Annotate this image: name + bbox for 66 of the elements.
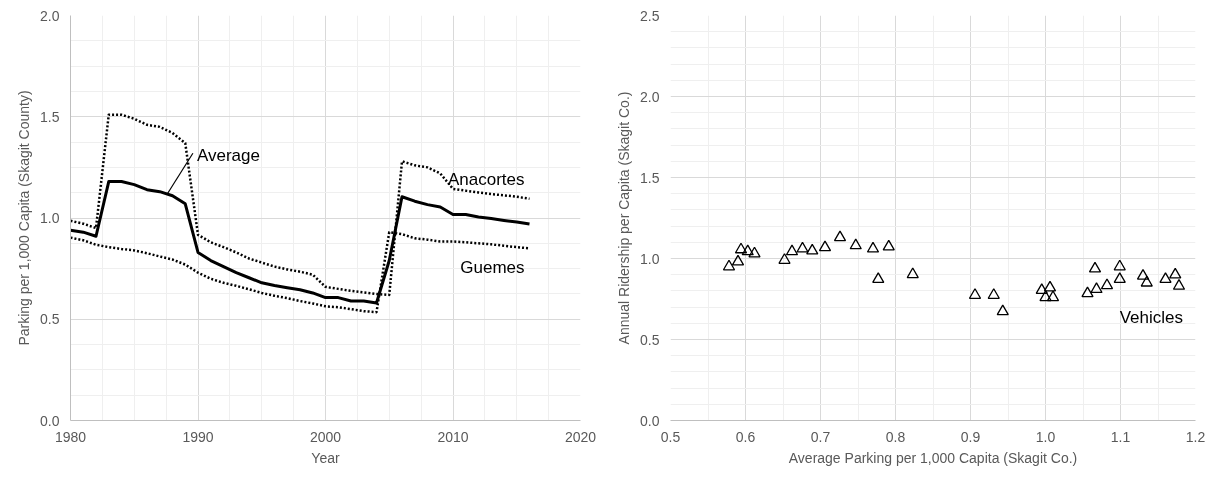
- x-tick-label: 1.2: [1185, 428, 1206, 445]
- point: [1113, 259, 1126, 271]
- series-label: Guemes: [460, 258, 525, 278]
- point: [906, 267, 919, 279]
- point: [1043, 280, 1057, 292]
- point: [1113, 272, 1126, 284]
- x-tick-label: 1.0: [1035, 428, 1056, 445]
- point: [1046, 290, 1060, 302]
- point: [882, 239, 895, 251]
- y-tick-label: 1.0: [40, 210, 60, 226]
- y-tick-label: 0.5: [640, 331, 660, 348]
- x-tick-label: 1990: [182, 428, 214, 445]
- y-tick-label: 1.5: [40, 108, 60, 125]
- x-tick-label: 2020: [564, 428, 597, 445]
- point: [1136, 269, 1150, 280]
- point: [872, 272, 885, 284]
- x-tick-label: 2010: [437, 428, 469, 445]
- point: [1159, 272, 1172, 284]
- point: [734, 242, 748, 254]
- x-tick-label: 0.6: [735, 428, 756, 445]
- annotation: Average: [196, 145, 260, 165]
- series-label: Anacortes: [447, 169, 525, 189]
- point: [741, 244, 754, 256]
- x-tick-label: 1.1: [1110, 428, 1131, 445]
- point: [1100, 278, 1114, 290]
- point: [796, 241, 809, 253]
- point: [996, 304, 1009, 316]
- point: [806, 243, 819, 255]
- x-tick-label: 0.7: [810, 428, 831, 445]
- y-tick-label: 2.0: [640, 88, 660, 105]
- point: [968, 288, 982, 299]
- y-tick-label: 0.5: [40, 311, 60, 328]
- y-axis-title: Annual Ridership per Capita (Skagit Co.): [616, 91, 633, 345]
- point: [1090, 282, 1103, 294]
- point: [1035, 283, 1048, 295]
- point: [818, 240, 832, 252]
- series-label: Vehicles: [1119, 308, 1184, 328]
- x-axis-title: Year: [311, 449, 340, 466]
- y-tick-label: 0.0: [640, 412, 660, 429]
- point: [722, 259, 736, 271]
- point: [1088, 261, 1102, 273]
- point: [785, 244, 799, 256]
- point: [748, 246, 761, 258]
- x-axis-title: Average Parking per 1,000 Capita (Skagit Co.): [788, 449, 1078, 466]
- x-tick-label: 0.5: [660, 428, 681, 445]
- y-tick-label: 2.5: [640, 7, 660, 24]
- point: [1140, 275, 1153, 287]
- y-tick-label: 2.0: [40, 7, 60, 24]
- point: [866, 241, 880, 253]
- point: [1081, 286, 1094, 298]
- point: [849, 238, 862, 250]
- y-tick-label: 1.0: [640, 250, 660, 267]
- y-axis-title: Parking per 1,000 Capita (Skagit County): [16, 90, 33, 346]
- x-tick-label: 0.8: [885, 428, 906, 445]
- point: [778, 253, 791, 264]
- y-tick-label: 0.0: [40, 412, 60, 429]
- point: [1169, 267, 1182, 279]
- point: [1039, 290, 1052, 302]
- point: [1172, 279, 1186, 290]
- x-tick-label: 2000: [309, 428, 342, 445]
- point: [987, 288, 1000, 299]
- point: [833, 230, 847, 242]
- y-tick-label: 1.5: [640, 169, 660, 186]
- point: [731, 254, 745, 266]
- x-tick-label: 1980: [54, 428, 87, 445]
- x-tick-label: 0.9: [960, 428, 981, 445]
